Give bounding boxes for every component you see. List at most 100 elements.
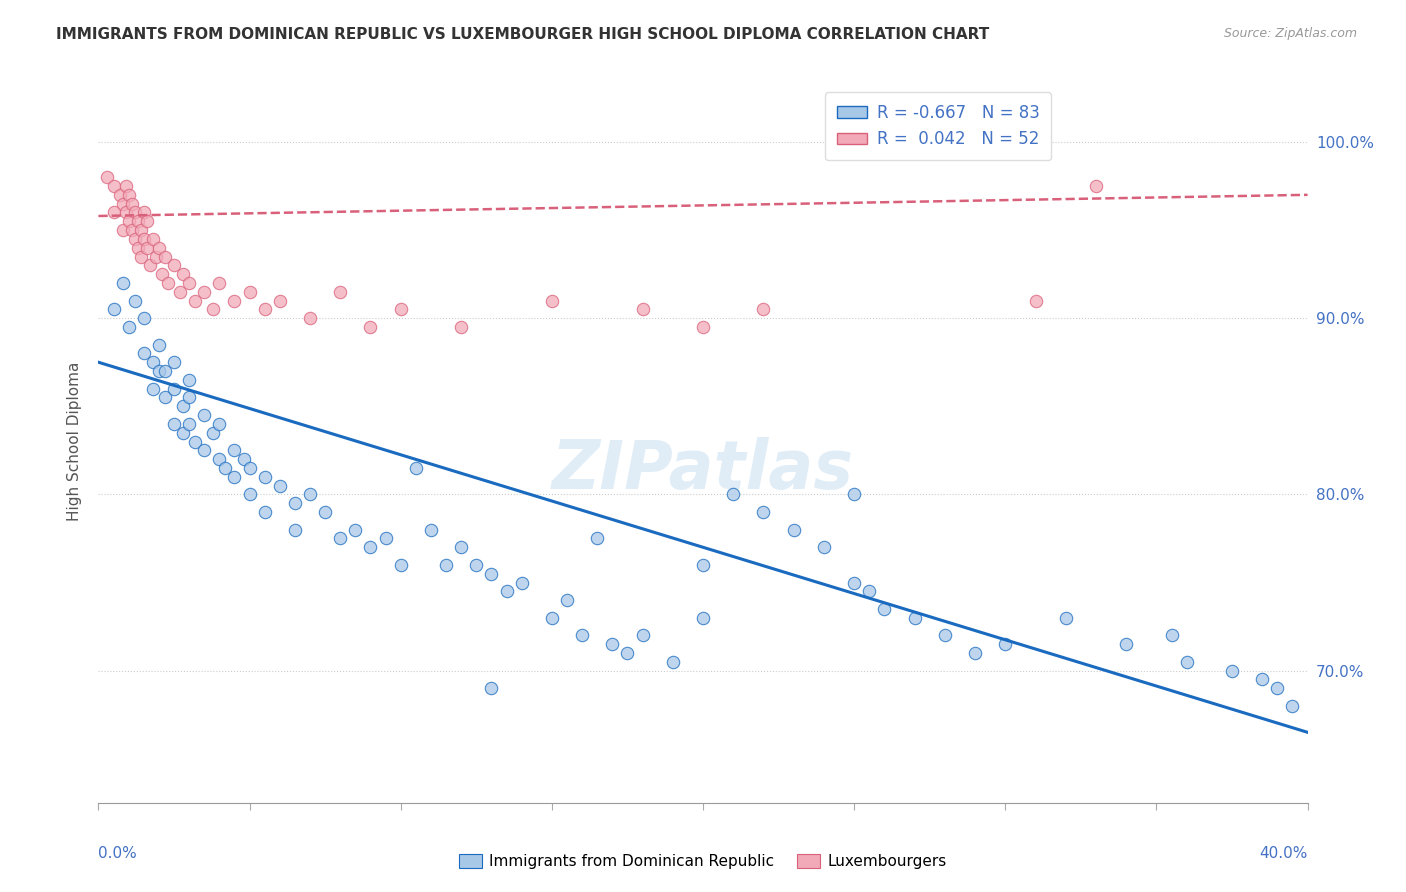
Point [202, 302, 225, 317]
Point [103, 302, 125, 317]
Point [193, 443, 215, 458]
Point [284, 523, 307, 537]
Point [148, 337, 170, 351]
Point [132, 205, 155, 219]
Point [172, 267, 194, 281]
Point [179, 417, 201, 431]
Point [692, 320, 714, 334]
Point [616, 646, 638, 660]
Point [214, 461, 236, 475]
Point [586, 532, 609, 546]
Point [111, 276, 134, 290]
Point [118, 187, 141, 202]
Point [132, 311, 155, 326]
Point [299, 311, 322, 326]
Point [127, 214, 149, 228]
Point [253, 505, 276, 519]
Point [184, 293, 207, 308]
Point [142, 355, 165, 369]
Point [329, 532, 352, 546]
Point [150, 267, 173, 281]
Point [114, 205, 136, 219]
Legend: Immigrants from Dominican Republic, Luxembourgers: Immigrants from Dominican Republic, Luxe… [453, 848, 953, 875]
Point [813, 541, 835, 555]
Point [269, 293, 291, 308]
Point [224, 470, 246, 484]
Point [253, 470, 276, 484]
Point [114, 179, 136, 194]
Point [752, 302, 775, 317]
Point [208, 452, 231, 467]
Point [1220, 664, 1243, 678]
Point [465, 558, 488, 572]
Point [752, 505, 775, 519]
Point [118, 320, 141, 334]
Text: IMMIGRANTS FROM DOMINICAN REPUBLIC VS LUXEMBOURGER HIGH SCHOOL DIPLOMA CORRELATI: IMMIGRANTS FROM DOMINICAN REPUBLIC VS LU… [56, 27, 990, 42]
Point [103, 205, 125, 219]
Point [434, 558, 457, 572]
Point [142, 382, 165, 396]
Point [224, 293, 246, 308]
Point [148, 241, 170, 255]
Point [692, 611, 714, 625]
Point [360, 541, 382, 555]
Point [965, 646, 987, 660]
Point [555, 593, 578, 607]
Point [661, 655, 683, 669]
Point [934, 628, 956, 642]
Point [184, 434, 207, 449]
Point [510, 575, 533, 590]
Point [1281, 698, 1303, 713]
Point [1175, 655, 1198, 669]
Point [994, 637, 1017, 651]
Point [602, 637, 624, 651]
Point [103, 179, 125, 194]
Point [124, 293, 146, 308]
Point [844, 487, 866, 501]
Point [329, 285, 352, 299]
Point [495, 584, 517, 599]
Text: 40.0%: 40.0% [1260, 847, 1308, 861]
Point [139, 258, 162, 272]
Point [269, 478, 291, 492]
Point [299, 487, 322, 501]
Point [1085, 179, 1108, 194]
Point [142, 232, 165, 246]
Point [858, 584, 880, 599]
Point [179, 373, 201, 387]
Point [153, 364, 176, 378]
Point [111, 196, 134, 211]
Point [405, 461, 427, 475]
Point [202, 425, 225, 440]
Point [148, 364, 170, 378]
Point [1251, 673, 1274, 687]
Point [129, 250, 152, 264]
Point [169, 285, 191, 299]
Point [873, 602, 896, 616]
Point [1054, 611, 1077, 625]
Point [156, 276, 179, 290]
Point [153, 250, 176, 264]
Point [631, 628, 654, 642]
Point [127, 241, 149, 255]
Point [1115, 637, 1137, 651]
Point [540, 293, 562, 308]
Point [163, 355, 186, 369]
Point [239, 285, 262, 299]
Point [389, 558, 412, 572]
Point [450, 541, 472, 555]
Point [135, 214, 157, 228]
Point [481, 681, 503, 696]
Point [129, 223, 152, 237]
Point [179, 276, 201, 290]
Point [344, 523, 367, 537]
Point [540, 611, 562, 625]
Point [253, 302, 276, 317]
Point [239, 461, 262, 475]
Point [844, 575, 866, 590]
Point [163, 417, 186, 431]
Point [96, 170, 118, 185]
Point [124, 232, 146, 246]
Point [132, 346, 155, 360]
Point [135, 241, 157, 255]
